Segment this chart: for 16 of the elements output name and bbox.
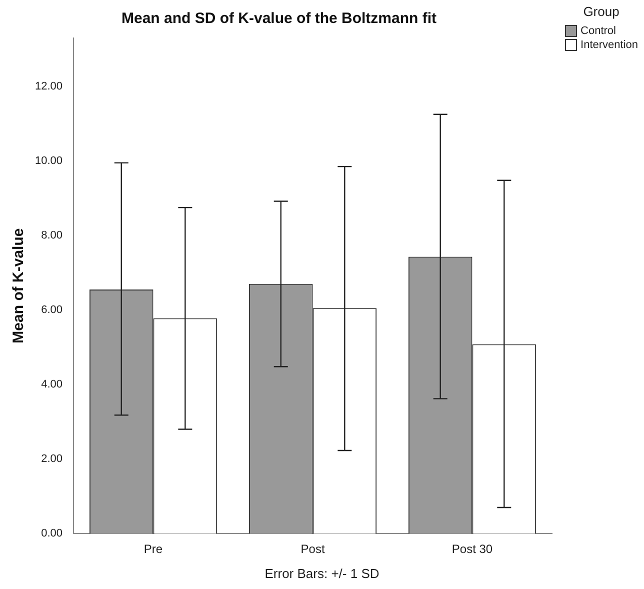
y-tick-label: 0.00: [41, 528, 63, 540]
y-tick-label: 10.00: [34, 155, 63, 167]
y-tick-label: 6.00: [41, 304, 63, 316]
y-tick-label: 4.00: [41, 378, 63, 391]
y-tick-label: 2.00: [41, 453, 63, 466]
legend-title: Group: [582, 4, 620, 19]
x-tick-label: Post 30: [452, 542, 493, 556]
legend-label: Control: [580, 25, 616, 37]
x-tick-label: Pre: [144, 542, 163, 556]
chart-title: Mean and SD of K-value of the Boltzmann fit: [121, 10, 437, 28]
text: Error Bars: +/- 1 SD: [264, 566, 380, 581]
y-axis-title: Mean of K-value: [10, 228, 28, 344]
y-tick-label: 8.00: [41, 230, 63, 242]
y-tick-label: 12.00: [34, 80, 63, 92]
x-tick-label: Post: [300, 542, 326, 556]
text: Intervention: [580, 39, 638, 51]
